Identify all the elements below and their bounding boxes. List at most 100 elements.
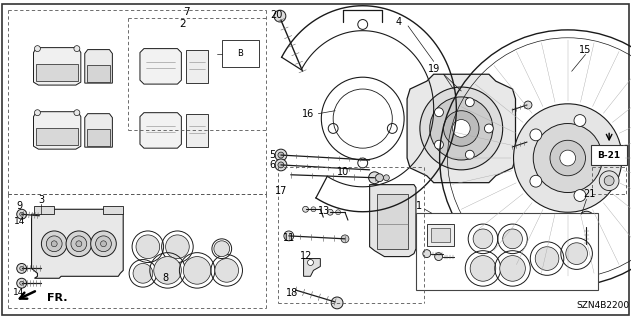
Polygon shape <box>186 114 208 147</box>
Circle shape <box>275 159 287 171</box>
Circle shape <box>358 158 367 168</box>
Circle shape <box>579 211 595 227</box>
Circle shape <box>473 229 493 249</box>
Circle shape <box>435 253 443 261</box>
Circle shape <box>452 120 470 137</box>
Circle shape <box>51 241 57 247</box>
Text: 12: 12 <box>300 251 313 261</box>
Circle shape <box>35 110 40 116</box>
Circle shape <box>429 97 493 160</box>
Circle shape <box>533 123 602 193</box>
Circle shape <box>100 241 106 247</box>
Polygon shape <box>33 48 81 85</box>
Circle shape <box>435 140 444 149</box>
Circle shape <box>17 263 27 273</box>
Polygon shape <box>370 185 416 256</box>
Circle shape <box>327 209 333 215</box>
Circle shape <box>303 206 308 212</box>
Circle shape <box>214 241 230 256</box>
Circle shape <box>17 209 27 219</box>
Circle shape <box>166 235 189 259</box>
Circle shape <box>465 98 474 107</box>
Bar <box>431 228 451 242</box>
Bar <box>376 195 408 249</box>
Polygon shape <box>84 49 113 83</box>
Circle shape <box>601 152 613 164</box>
Circle shape <box>358 19 367 29</box>
Circle shape <box>369 172 380 184</box>
Circle shape <box>311 207 316 212</box>
Circle shape <box>470 256 496 281</box>
Circle shape <box>308 260 314 265</box>
Circle shape <box>275 149 287 161</box>
Circle shape <box>215 259 239 282</box>
Circle shape <box>444 111 479 146</box>
Circle shape <box>513 104 622 212</box>
Text: 7: 7 <box>183 7 189 17</box>
Circle shape <box>387 123 397 133</box>
Text: 17: 17 <box>275 186 287 196</box>
Circle shape <box>284 231 294 241</box>
Text: SZN4B2200: SZN4B2200 <box>577 301 630 310</box>
Circle shape <box>530 175 541 187</box>
Polygon shape <box>303 259 321 276</box>
Text: FR.: FR. <box>47 293 68 303</box>
Bar <box>416 213 598 290</box>
Text: 15: 15 <box>579 45 591 55</box>
Text: 13: 13 <box>318 206 330 216</box>
Circle shape <box>423 250 431 257</box>
Text: 5: 5 <box>269 150 275 160</box>
Polygon shape <box>33 112 81 149</box>
Text: 19: 19 <box>428 64 440 74</box>
Text: 14: 14 <box>13 287 24 297</box>
Text: 10: 10 <box>337 167 349 177</box>
Circle shape <box>435 108 444 117</box>
Circle shape <box>383 175 389 181</box>
Circle shape <box>74 110 80 116</box>
Circle shape <box>46 236 62 252</box>
Circle shape <box>530 129 541 141</box>
Circle shape <box>560 150 575 166</box>
Circle shape <box>133 263 153 283</box>
Text: 16: 16 <box>302 109 315 119</box>
Text: B: B <box>237 49 243 58</box>
Circle shape <box>71 236 87 252</box>
Text: 2: 2 <box>179 19 186 29</box>
Circle shape <box>500 256 525 281</box>
Bar <box>222 40 259 67</box>
Text: 6: 6 <box>269 160 275 170</box>
Circle shape <box>74 46 80 52</box>
Bar <box>104 206 124 214</box>
Text: 4: 4 <box>395 17 401 27</box>
Circle shape <box>524 138 532 146</box>
Circle shape <box>331 297 343 309</box>
Circle shape <box>502 229 522 249</box>
Text: 20: 20 <box>270 10 282 20</box>
Text: 1: 1 <box>416 201 422 211</box>
Polygon shape <box>140 113 181 148</box>
Bar <box>36 64 78 81</box>
Circle shape <box>550 140 586 176</box>
Circle shape <box>20 281 24 285</box>
Text: 11: 11 <box>283 233 295 243</box>
Bar <box>591 145 627 165</box>
Text: 8: 8 <box>163 273 169 283</box>
Circle shape <box>582 215 591 223</box>
Circle shape <box>35 46 40 52</box>
Circle shape <box>183 256 211 284</box>
Text: 14: 14 <box>14 217 26 226</box>
Text: 18: 18 <box>285 288 298 298</box>
Circle shape <box>136 235 159 259</box>
Circle shape <box>278 162 284 168</box>
Circle shape <box>465 150 474 159</box>
Circle shape <box>66 231 92 256</box>
Circle shape <box>524 101 532 109</box>
Polygon shape <box>186 49 208 83</box>
Polygon shape <box>140 48 181 84</box>
Polygon shape <box>84 114 113 147</box>
Bar <box>87 130 110 146</box>
Bar <box>35 206 54 214</box>
Circle shape <box>76 241 82 247</box>
Circle shape <box>599 171 619 190</box>
Text: 3: 3 <box>38 196 44 205</box>
